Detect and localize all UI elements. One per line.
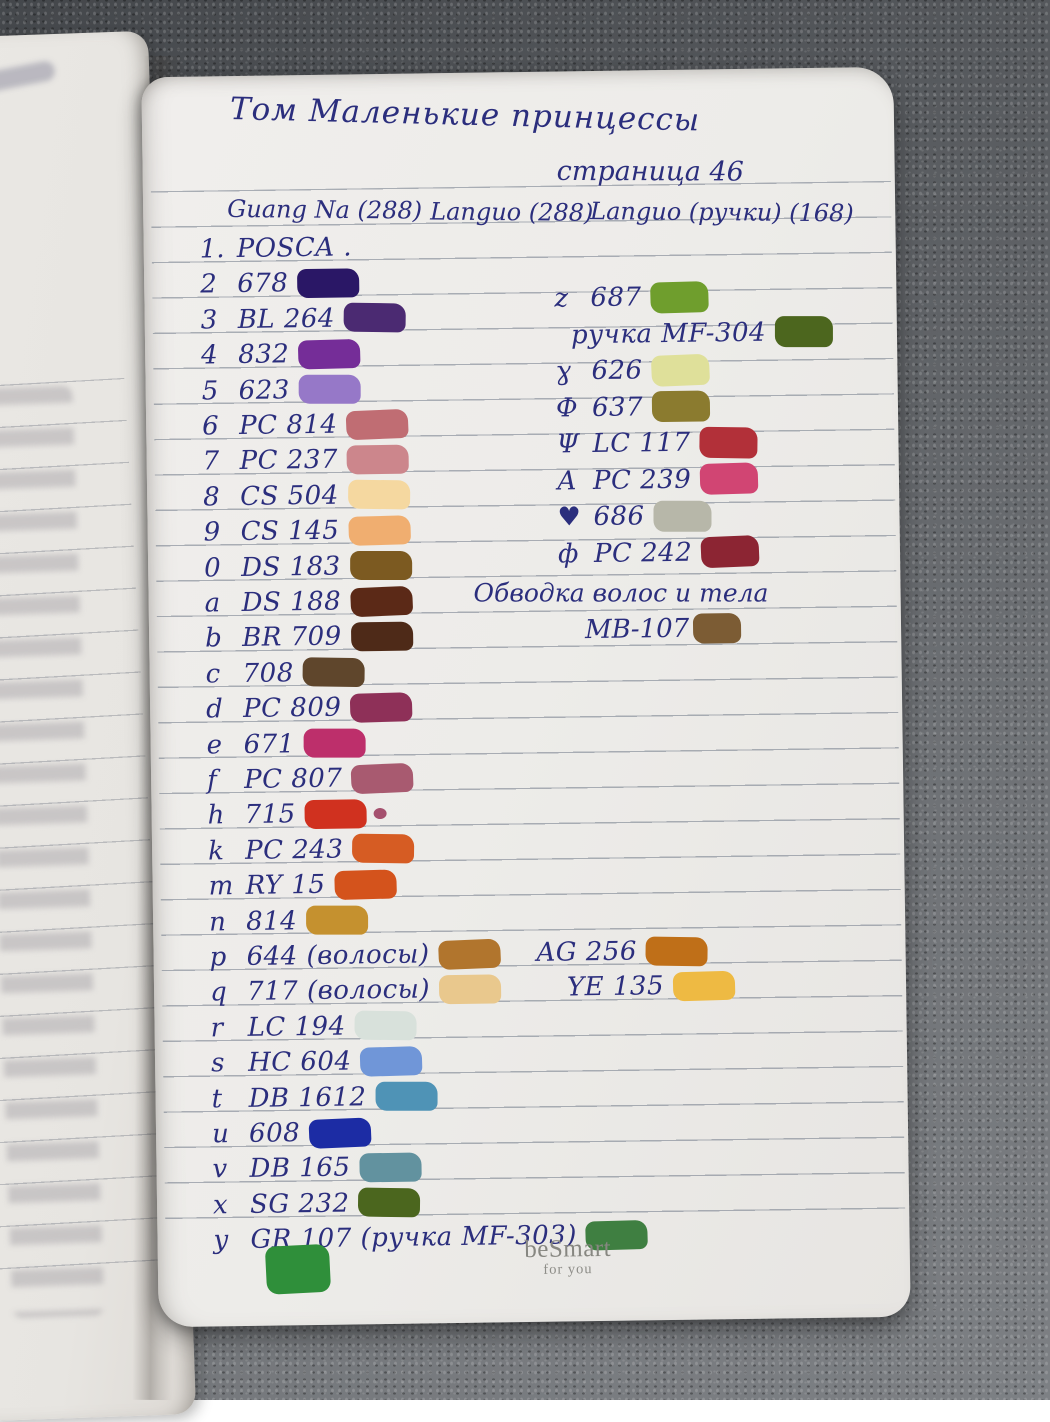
list-item: ɣ 626: [555, 352, 711, 388]
row-code: 687: [590, 282, 642, 314]
notebook-page: Том Маленькие принцессы страница 46 Guan…: [141, 66, 911, 1328]
list-item: Ψ LC 117: [556, 425, 758, 462]
row-symbol: Ф: [555, 392, 578, 424]
note-code: МВ-107: [584, 613, 690, 646]
row-symbol: ♥: [557, 502, 582, 533]
hair-outline-note: МВ-107: [584, 612, 742, 646]
color-swatch: [651, 390, 711, 423]
row-code: PC 242: [593, 537, 693, 569]
color-swatch: [653, 500, 712, 532]
row-code: LC 117: [592, 427, 691, 460]
color-swatch: [700, 534, 760, 569]
list-item: Ф 637: [556, 389, 711, 425]
right-color-list: z 687 ручка MF-304 ɣ 626 Ф 637 Ψ LC 117 А PC 239 ♥ 6…: [141, 67, 910, 1327]
row-code: ручка MF-304: [570, 317, 767, 350]
logo-tagline: for you: [543, 1261, 593, 1278]
note-title: Обводка волос и тела: [473, 578, 769, 608]
color-swatch: [775, 316, 834, 348]
row-code: 637: [591, 391, 644, 423]
list-item: ♥ 686: [557, 498, 712, 534]
extra-green-swatch: [264, 1243, 332, 1295]
row-symbol: z: [554, 283, 569, 314]
row-code: PC 239: [592, 464, 692, 496]
color-swatch: [650, 280, 709, 314]
color-swatch: [650, 353, 711, 387]
row-symbol: Ψ: [556, 429, 580, 460]
row-symbol: А: [556, 465, 577, 497]
list-item: ручка MF-304: [571, 314, 834, 352]
note-swatch: [692, 612, 742, 644]
list-item: А PC 239: [557, 461, 759, 498]
color-swatch: [699, 462, 759, 495]
color-swatch: [699, 426, 758, 459]
row-code: 626: [591, 355, 643, 387]
list-item: z 687: [554, 279, 709, 315]
row-symbol: ɣ: [555, 356, 572, 387]
row-code: 686: [593, 501, 645, 533]
left-page-bleed-mark: [0, 59, 57, 96]
list-item: ф PC 242: [558, 534, 760, 571]
row-symbol: ф: [557, 538, 579, 570]
footer-logo: beSmart for you: [488, 1234, 649, 1279]
